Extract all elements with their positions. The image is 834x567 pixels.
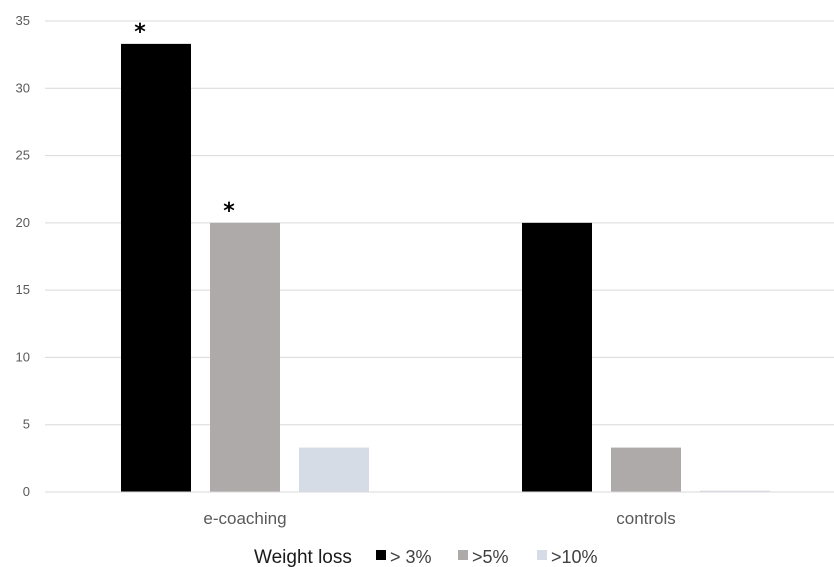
x-category-label: controls <box>616 509 676 528</box>
significance-asterisk: * <box>223 199 235 224</box>
x-category-label: e-coaching <box>203 509 286 528</box>
bar-controls-1 <box>611 447 681 492</box>
bar-e-coaching-0 <box>121 43 191 493</box>
y-tick-label: 5 <box>23 417 30 432</box>
legend-label: > 3% <box>390 547 432 567</box>
legend-label: >5% <box>472 547 509 567</box>
annotations: ** <box>134 20 235 224</box>
y-axis-ticks: 0 5 10 15 20 25 30 35 <box>16 13 30 499</box>
y-tick-label: 10 <box>16 349 30 364</box>
y-tick-label: 20 <box>16 215 30 230</box>
bar-e-coaching-1 <box>210 222 280 492</box>
significance-asterisk: * <box>134 20 146 45</box>
x-axis-categories: e-coaching controls <box>203 509 675 528</box>
bar-controls-2 <box>700 490 770 492</box>
y-tick-label: 0 <box>23 484 30 499</box>
legend-swatch <box>376 550 386 560</box>
legend-title: Weight loss <box>254 547 352 567</box>
bars <box>121 43 770 493</box>
y-tick-label: 30 <box>16 80 30 95</box>
legend-label: >10% <box>551 547 598 567</box>
bar-e-coaching-2 <box>299 447 369 492</box>
y-tick-label: 15 <box>16 282 30 297</box>
y-tick-label: 25 <box>16 148 30 163</box>
legend-swatch <box>537 550 547 560</box>
bar-controls-0 <box>522 222 592 492</box>
y-tick-label: 35 <box>16 13 30 28</box>
legend-swatch <box>458 550 468 560</box>
legend: Weight loss > 3% >5% >10% <box>254 547 598 567</box>
